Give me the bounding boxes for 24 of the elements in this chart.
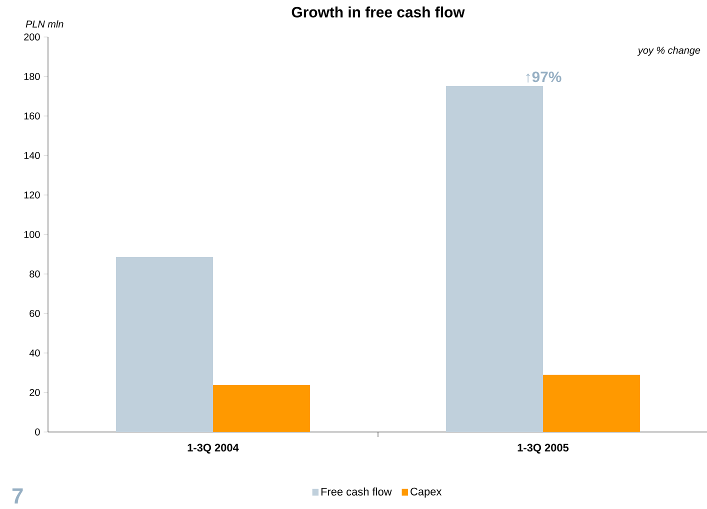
legend-label: Capex [410,488,442,498]
bar [446,86,544,432]
y-tick-label: 60 [30,310,40,318]
y-tick-label: 160 [24,112,40,120]
x-tick-label: 1-3Q 2004 [188,444,239,454]
y-tick-label: 80 [30,270,40,278]
y-tick-label: 180 [24,72,40,80]
chart-title: Growth in free cash flow [292,6,465,18]
legend-label: Free cash flow [321,488,392,496]
y-tick-label: 20 [30,388,40,396]
x-tick-label: 1-3Q 2005 [518,444,569,454]
text: 7 [12,488,23,504]
y-tick-label: 120 [24,191,40,199]
annotation: yoy % change [637,46,700,56]
bar [116,257,213,432]
y-tick-label: 100 [24,230,40,238]
bar [213,384,310,432]
y-tick-label: 200 [24,33,40,41]
y-tick-label: 140 [24,152,40,160]
annotation: ↑97% [526,72,562,82]
y-tick-label: 40 [29,349,40,357]
y-axis-title: PLN mln [26,20,64,28]
bar [543,374,640,432]
y-tick-label: 0 [35,428,40,436]
